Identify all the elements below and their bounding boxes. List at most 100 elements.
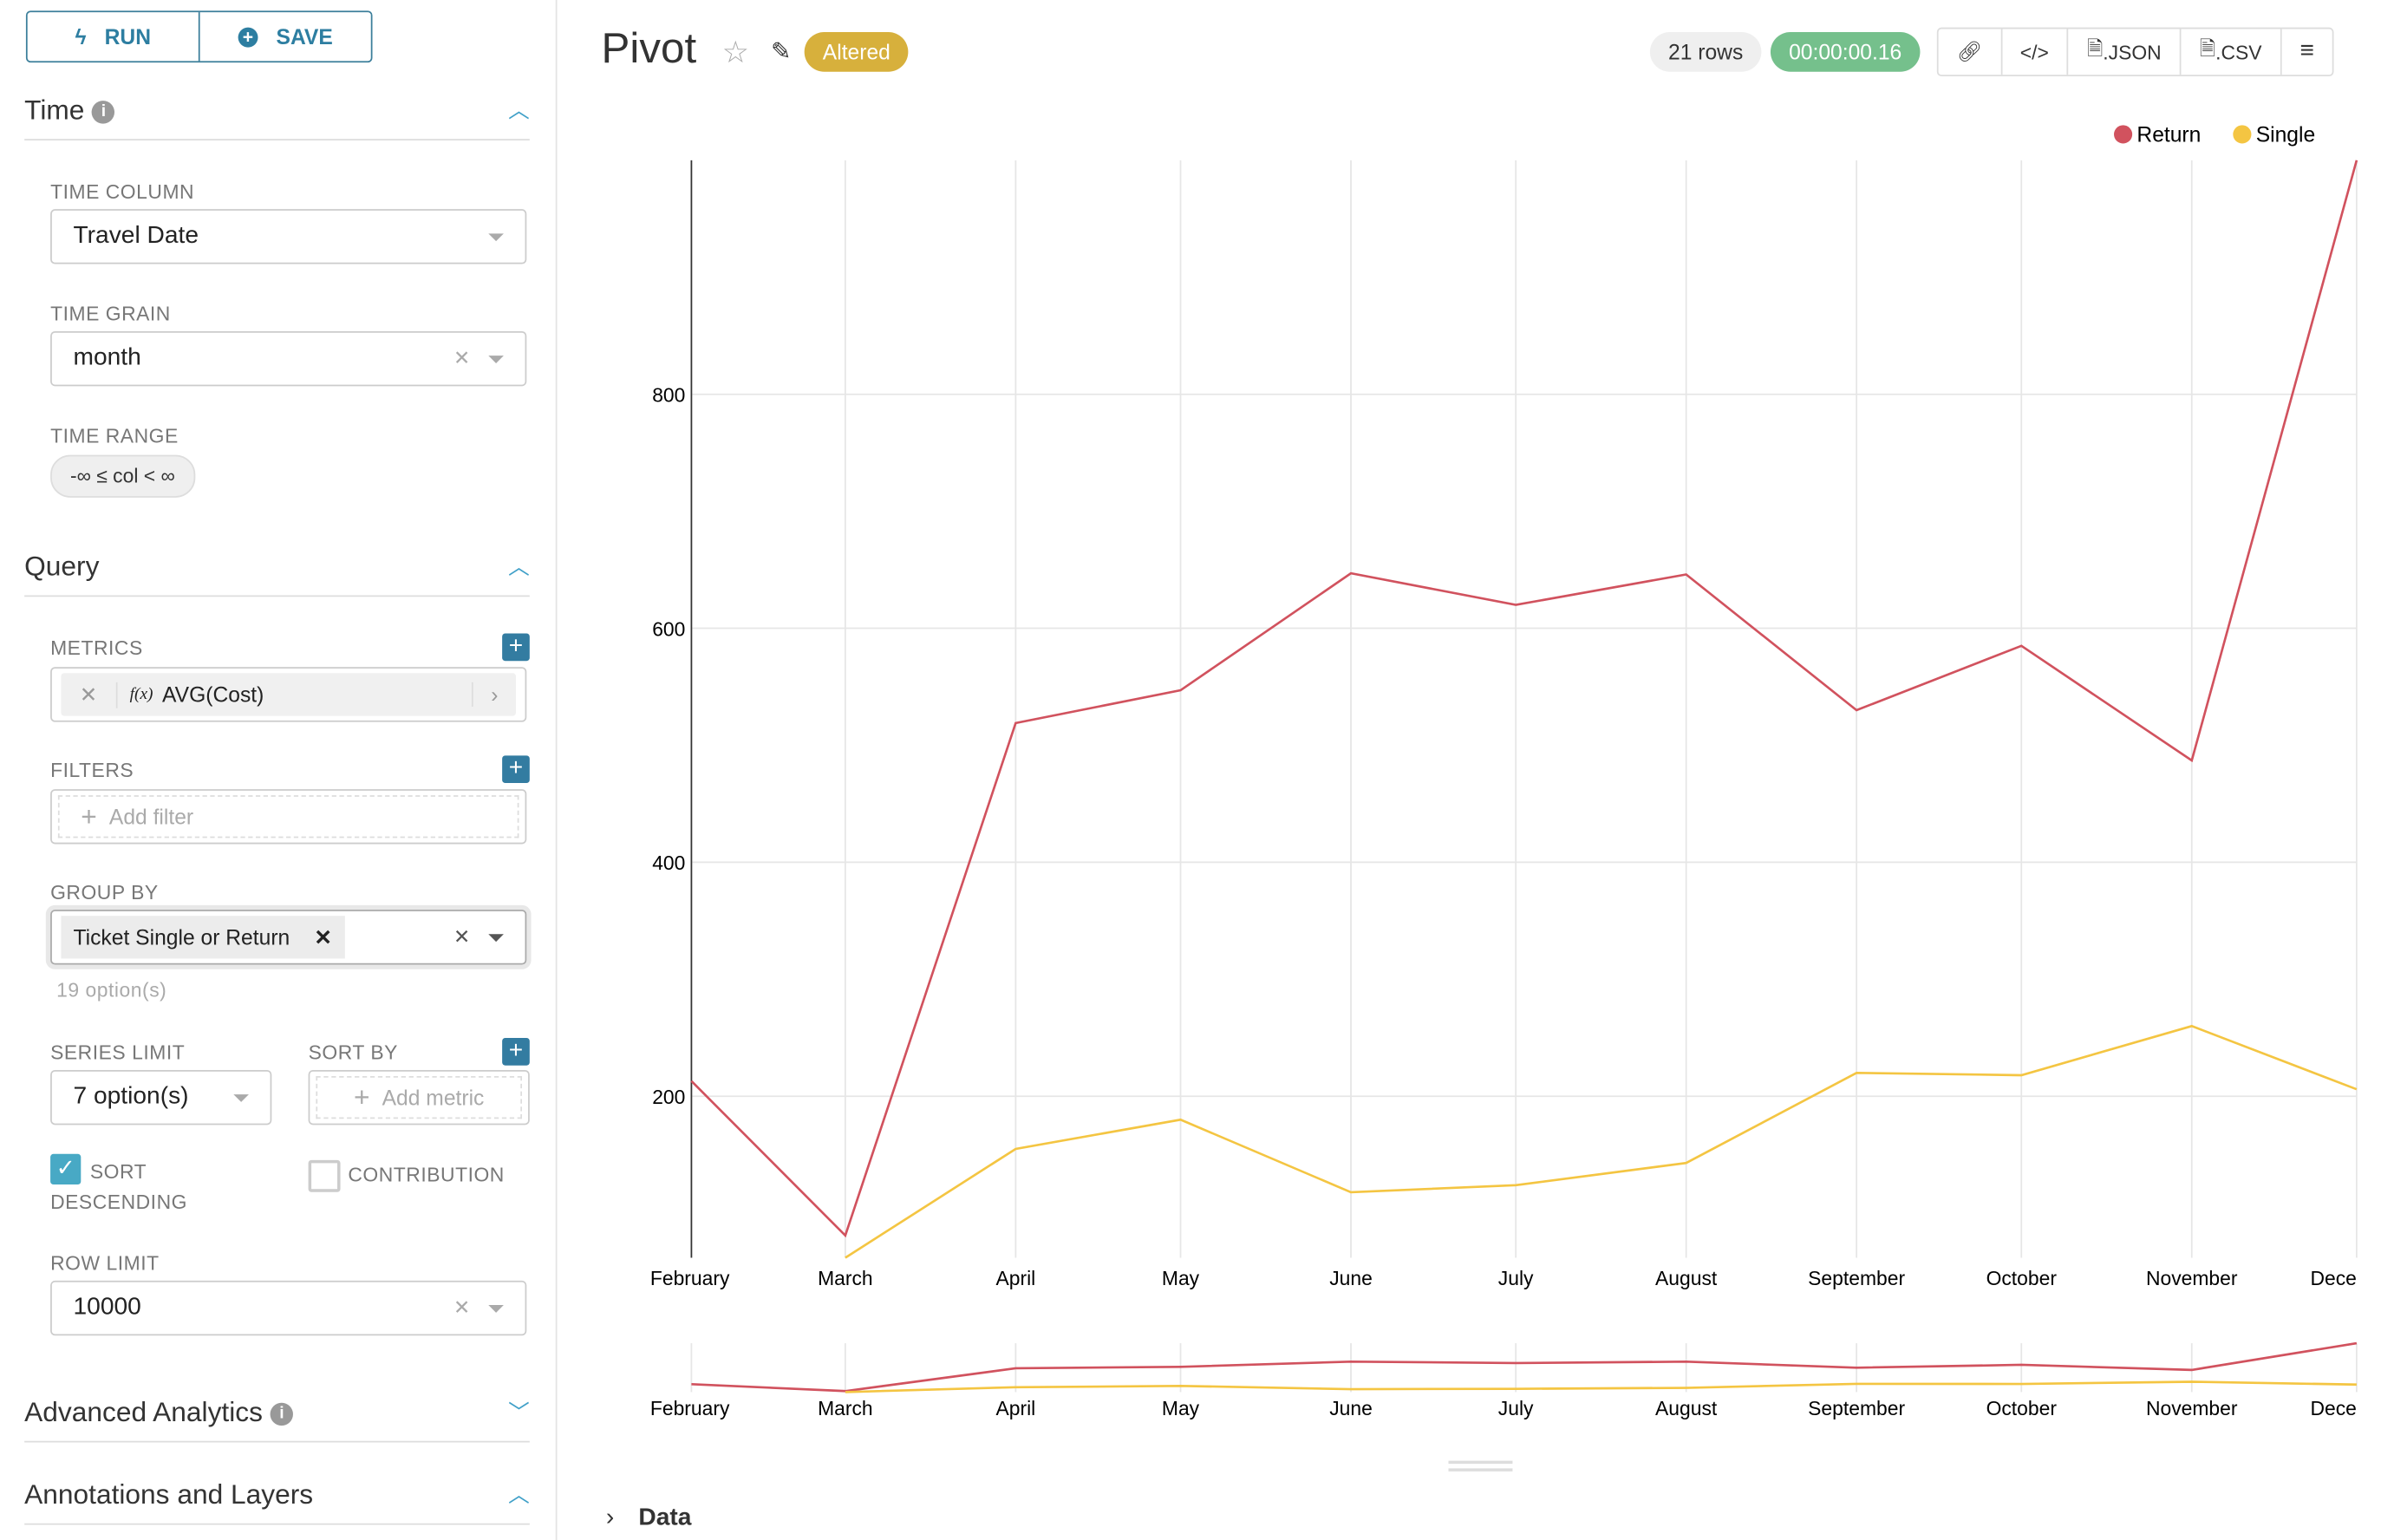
y-tick-label: 200 [652,1086,685,1108]
add-metric-button[interactable]: + [502,633,530,662]
legend-single-marker[interactable] [2233,125,2252,144]
chevron-down-icon[interactable]: ﹀ [508,1400,530,1425]
hamburger-icon: ≡ [2299,38,2314,64]
chart-area: Pivot ☆ ✎ Altered 21 rows 00:00:00.16 🔗︎… [558,0,2381,1540]
group-by-select[interactable]: Ticket Single or Return ✕ ✕ [50,910,527,965]
row-count-badge: 21 rows [1649,31,1762,72]
caret-down-icon [488,356,504,363]
menu-button[interactable]: ≡ [2280,29,2332,75]
clear-icon[interactable]: ✕ [453,1295,471,1319]
sort-descending-label: SORT DESCENDING [50,1159,187,1214]
add-sort-metric-button[interactable]: + [502,1038,530,1066]
add-filter-button[interactable]: + Add filter [57,795,519,839]
json-label: .JSON [2103,40,2162,64]
file-icon: 🗎︎ [2086,36,2104,60]
chart-title: Pivot [601,24,697,72]
section-title: Annotations and Layers [24,1478,314,1510]
section-title: Query [24,550,100,581]
save-button[interactable]: + SAVE [198,12,371,62]
altered-badge: Altered [804,31,910,72]
caret-down-icon [488,934,504,943]
row-limit-label: ROW LIMIT [50,1251,160,1275]
chevron-right-icon[interactable]: › [471,682,516,708]
plus-icon: + [354,1081,370,1113]
info-icon[interactable]: i [92,100,115,123]
brush-line-return [691,1341,2358,1393]
filters-box: + Add filter [50,789,527,845]
legend-return-marker[interactable] [2114,125,2133,144]
remove-icon[interactable]: ✕ [61,681,118,708]
star-icon[interactable]: ☆ [721,36,750,70]
select-value: 10000 [73,1294,141,1321]
time-grain-label: TIME GRAIN [50,302,171,325]
section-annotations-header[interactable]: Annotations and Layers ︿ [24,1465,530,1525]
remove-icon[interactable]: ✕ [314,923,333,949]
line-chart: February February March March April April May M… [650,124,2358,1471]
brush-x-tick-label: September [1808,1397,1905,1419]
series-line-single[interactable] [845,1024,2358,1259]
brush-handle[interactable] [1448,1460,1513,1471]
metrics-label: METRICS [50,636,143,660]
section-time-header[interactable]: Time i ︿ [24,81,530,140]
chevron-up-icon[interactable]: ︿ [508,553,530,579]
export-json-button[interactable]: 🗎︎ .JSON [2066,29,2180,75]
time-column-select[interactable]: Travel Date [50,209,527,264]
x-tick-label: April [995,1267,1035,1289]
x-tick-label: June [1329,1267,1373,1289]
chevron-up-icon[interactable]: ︿ [508,97,530,122]
legend-return-label[interactable]: Return [2136,124,2201,147]
x-tick-label: November [2146,1267,2238,1289]
x-tick-label: February [650,1267,730,1289]
legend: Return Single [2114,124,2315,147]
plus-icon: + [81,800,97,832]
row-limit-select[interactable]: 10000 ✕ [50,1280,527,1336]
add-metric-label: Add metric [382,1085,485,1110]
export-csv-button[interactable]: 🗎︎ .CSV [2179,29,2280,75]
y-tick-label: 600 [652,617,685,640]
section-query-header[interactable]: Query ︿ [24,538,530,597]
edit-icon[interactable]: ✎ [770,39,792,66]
info-icon[interactable]: i [270,1401,294,1426]
x-tick-label: July [1498,1267,1534,1289]
caret-down-icon [488,233,504,242]
plus-circle-icon: + [238,26,258,47]
filters-label: FILTERS [50,758,134,782]
brush-x-tick-label: March [818,1397,873,1419]
time-range-pill[interactable]: -∞ ≤ col < ∞ [50,454,195,498]
brush-x-tick-label: November [2146,1397,2238,1419]
series-limit-select[interactable]: 7 option(s) [50,1069,272,1126]
chevron-up-icon[interactable]: ︿ [508,1482,530,1507]
clear-icon[interactable]: ✕ [453,924,471,949]
run-button[interactable]: ϟ RUN [28,12,199,61]
legend-single-label[interactable]: Single [2256,124,2315,147]
brush-x-tick-label: February [650,1397,730,1419]
time-grain-select[interactable]: month ✕ [50,330,527,387]
link-button[interactable]: 🔗︎ [1939,29,2000,75]
metrics-select[interactable]: ✕ f(x) AVG(Cost) › [50,667,527,722]
brush-x-tick-label: July [1498,1397,1534,1419]
add-filter-label: Add filter [108,804,194,829]
query-duration-badge: 00:00:00.16 [1770,31,1921,72]
add-filter-plus-button[interactable]: + [502,755,530,784]
add-metric-button[interactable]: + Add metric [316,1076,523,1119]
brush-x-tick-label: May [1162,1397,1200,1419]
embed-code-button[interactable]: </> [1999,29,2067,75]
brush-line-single [845,1380,2357,1393]
x-tick-label: September [1808,1267,1905,1289]
brush-x-tick-label: August [1655,1397,1718,1419]
brush-x-tick-label: June [1329,1397,1373,1419]
data-section-toggle[interactable]: › Data [606,1505,692,1533]
sort-by-box: + Add metric [308,1069,530,1126]
clear-icon[interactable]: ✕ [453,346,471,369]
group-by-tag: Ticket Single or Return ✕ [61,916,345,959]
x-tick-label: August [1655,1267,1718,1289]
contribution-checkbox[interactable] [308,1159,341,1192]
y-tick-label: 800 [652,383,685,406]
group-by-hint: 19 option(s) [56,978,167,1002]
sort-descending-checkbox[interactable]: ✓ [50,1153,82,1184]
sort-by-label: SORT BY [308,1041,398,1064]
metric-tag[interactable]: ✕ f(x) AVG(Cost) › [61,673,516,716]
series-line-return[interactable] [690,160,2358,1238]
section-advanced-analytics-header[interactable]: Advanced Analytics i ﹀ [24,1383,530,1443]
contribution-label: CONTRIBUTION [348,1163,505,1186]
